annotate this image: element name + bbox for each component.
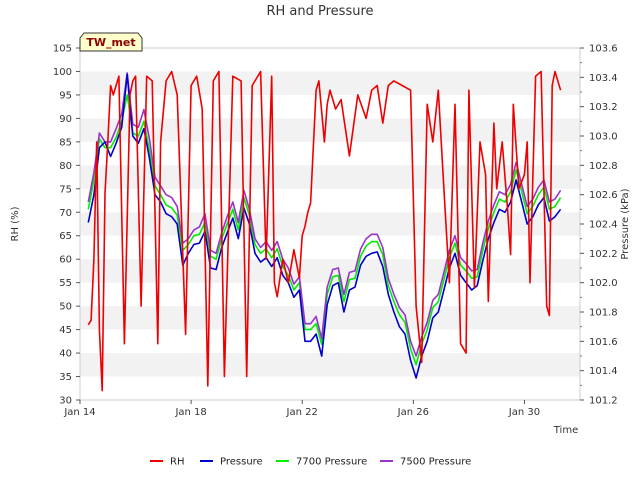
y-right-tick-label: 103.6 <box>589 44 618 55</box>
y-left-tick-label: 65 <box>59 231 72 242</box>
legend-label-rh: RH <box>170 457 184 468</box>
y-right-tick-label: 103.0 <box>589 132 618 143</box>
grid-band <box>80 165 580 189</box>
y-left-tick-label: 50 <box>59 302 72 313</box>
y-left-tick-label: 80 <box>59 161 72 172</box>
y-right-tick-label: 102.8 <box>589 161 618 172</box>
y-left-tick-label: 60 <box>59 255 72 266</box>
series-line-p7500 <box>87 72 562 357</box>
y-right-tick-label: 101.6 <box>589 337 618 348</box>
x-tick-label: Jan 18 <box>174 407 206 418</box>
y-left-tick-label: 105 <box>53 44 72 55</box>
badge: TW_met <box>79 32 143 52</box>
legend: RH Pressure 7700 Pressure 7500 Pressure <box>150 457 471 468</box>
y-axis-left-label: RH (%) <box>10 206 21 241</box>
y-right-tick-label: 101.8 <box>589 308 618 319</box>
y-axis-right-label: Pressure (kPa) <box>620 188 631 259</box>
x-tick-label: Jan 22 <box>286 407 318 418</box>
y-left-tick-label: 95 <box>59 90 72 101</box>
y-right-tick-label: 102.4 <box>589 220 618 231</box>
y-left-tick-label: 55 <box>59 278 72 289</box>
x-tick-label: Jan 26 <box>397 407 429 418</box>
legend-label-p7700: 7700 Pressure <box>296 457 367 468</box>
y-right-tick-label: 103.2 <box>589 102 618 113</box>
y-left-tick-label: 100 <box>53 67 72 78</box>
badge-label: TW_met <box>86 36 135 49</box>
x-tick-label: Jan 14 <box>63 407 95 418</box>
y-right-tick-label: 102.6 <box>589 190 618 201</box>
y-right-tick-label: 102.0 <box>589 278 618 289</box>
grid-band <box>80 353 580 377</box>
grid-band <box>80 306 580 330</box>
y-right-tick-label: 103.4 <box>589 73 618 84</box>
y-right-tick-label: 101.4 <box>589 366 618 377</box>
series-line-pressure <box>87 73 562 379</box>
y-left-tick-label: 30 <box>59 396 72 407</box>
badge-shape <box>79 32 143 52</box>
chart-title: RH and Pressure <box>266 4 373 19</box>
x-tick-label: Jan 30 <box>508 407 540 418</box>
y-left-tick-label: 90 <box>59 114 72 125</box>
y-right-tick-label: 102.2 <box>589 249 618 260</box>
series-lines <box>87 70 562 392</box>
y-left-tick-label: 75 <box>59 184 72 195</box>
y-left-tick-label: 45 <box>59 325 72 336</box>
grid-band <box>80 71 580 95</box>
x-axis-label: Time <box>553 425 578 436</box>
y-left-tick-label: 40 <box>59 349 72 360</box>
legend-label-pressure: Pressure <box>220 457 263 468</box>
y-right-tick-label: 101.2 <box>589 396 618 407</box>
y-left-tick-label: 35 <box>59 372 72 383</box>
y-left-tick-label: 85 <box>59 137 72 148</box>
grid-band <box>80 118 580 142</box>
y-left-tick-label: 70 <box>59 208 72 219</box>
legend-label-p7500: 7500 Pressure <box>400 457 471 468</box>
series-line-rh <box>87 70 562 392</box>
axis-ticks: 30 35 40 45 50 55 60 65 70 75 80 85 90 95 100 105 101.2 1… <box>53 44 618 419</box>
